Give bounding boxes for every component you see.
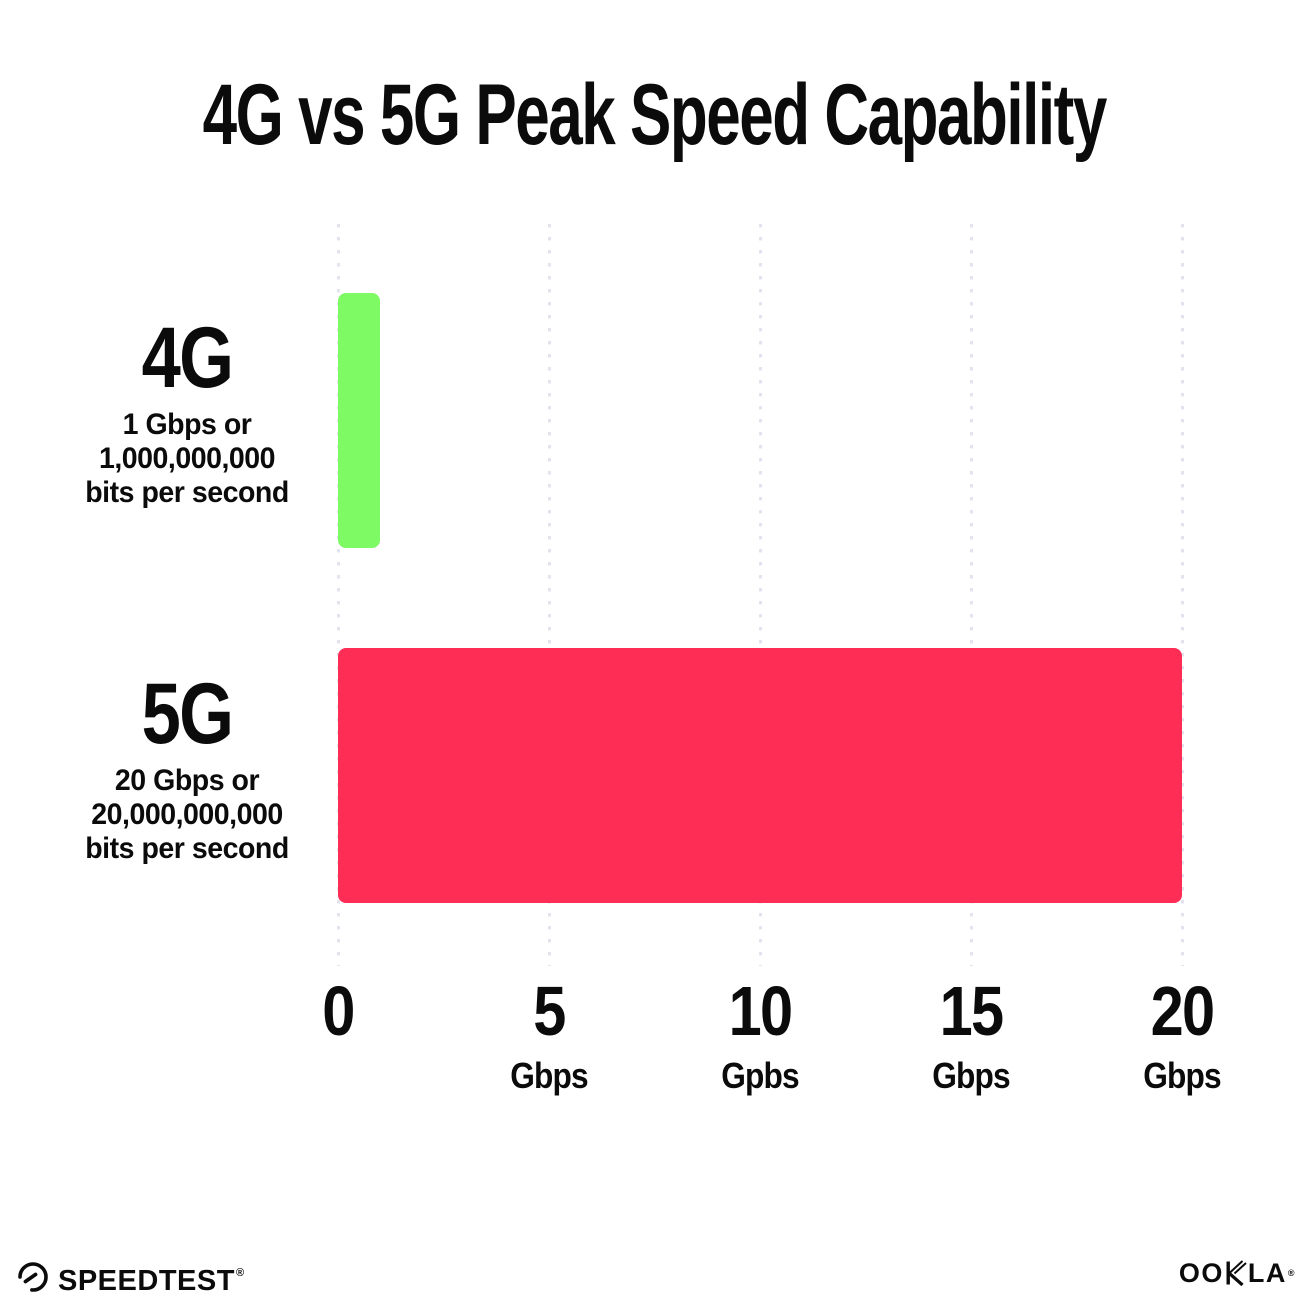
ookla-k-icon <box>1226 1260 1247 1286</box>
page-title: 4G vs 5G Peak Speed Capability <box>0 72 1308 158</box>
x-tick-10-unit: Gpbs <box>721 1055 799 1096</box>
row-label-4g-desc-line3: bits per second <box>85 475 289 509</box>
speedtest-gauge-icon <box>18 1262 48 1292</box>
ookla-trademark: ® <box>1287 1268 1296 1278</box>
x-tick-20: 20 Gbps <box>1138 976 1226 1094</box>
x-tick-15: 15 Gbps <box>927 976 1015 1094</box>
speedtest-wordmark: SPEEDTEST® <box>58 1256 245 1298</box>
row-label-4g-category: 4G <box>141 310 234 406</box>
x-tick-15-unit: Gbps <box>932 1055 1010 1096</box>
x-tick-20-unit: Gbps <box>1143 1055 1221 1096</box>
x-tick-10-number: 10 <box>728 972 793 1050</box>
ookla-logo: OO LA ® <box>1179 1258 1296 1288</box>
speedtest-wordmark-text: SPEEDTEST <box>58 1265 235 1297</box>
bar-5g <box>338 648 1182 903</box>
row-label-5g-description: 20 Gbps or 20,000,000,000 bits per secon… <box>36 764 338 866</box>
x-tick-10: 10 Gpbs <box>716 976 804 1094</box>
gridline-15 <box>969 224 973 966</box>
row-label-5g: 5G 20 Gbps or 20,000,000,000 bits per se… <box>36 666 338 866</box>
row-label-5g-category: 5G <box>141 666 234 762</box>
gridline-0 <box>336 224 340 966</box>
row-label-5g-desc-line2: 20,000,000,000 <box>91 797 283 831</box>
x-axis: 0 5 Gbps 10 Gpbs 15 Gbps 20 Gbps <box>322 976 1221 1096</box>
plot-area <box>336 224 1184 966</box>
x-tick-20-number: 20 <box>1150 972 1215 1050</box>
row-label-4g-desc-line2: 1,000,000,000 <box>98 441 276 475</box>
row-label-4g-description: 1 Gbps or 1,000,000,000 bits per second <box>36 408 338 510</box>
x-tick-0: 0 <box>320 976 357 1058</box>
ookla-wordmark-right: LA <box>1247 1258 1287 1288</box>
ookla-wordmark: OO LA ® <box>1179 1258 1296 1288</box>
row-label-4g: 4G 1 Gbps or 1,000,000,000 bits per seco… <box>36 310 338 510</box>
ookla-wordmark-left: OO <box>1178 1258 1224 1288</box>
speedtest-logo: SPEEDTEST® <box>16 1256 245 1298</box>
gridline-5 <box>547 224 551 966</box>
row-label-5g-desc-line1: 20 Gbps or <box>114 763 260 797</box>
x-tick-5-unit: Gbps <box>510 1055 588 1096</box>
row-label-4g-desc-line1: 1 Gbps or <box>122 407 252 441</box>
x-tick-0-number: 0 <box>322 972 355 1050</box>
gridline-20 <box>1180 224 1184 966</box>
speedtest-trademark: ® <box>235 1267 245 1279</box>
row-label-5g-desc-line3: bits per second <box>85 831 289 865</box>
page-title-text: 4G vs 5G Peak Speed Capability <box>202 66 1107 163</box>
x-tick-15-number: 15 <box>939 972 1004 1050</box>
gridline-10 <box>758 224 762 966</box>
bar-4g <box>338 293 381 548</box>
x-tick-5-number: 5 <box>533 972 566 1050</box>
x-tick-5: 5 Gbps <box>505 976 593 1094</box>
